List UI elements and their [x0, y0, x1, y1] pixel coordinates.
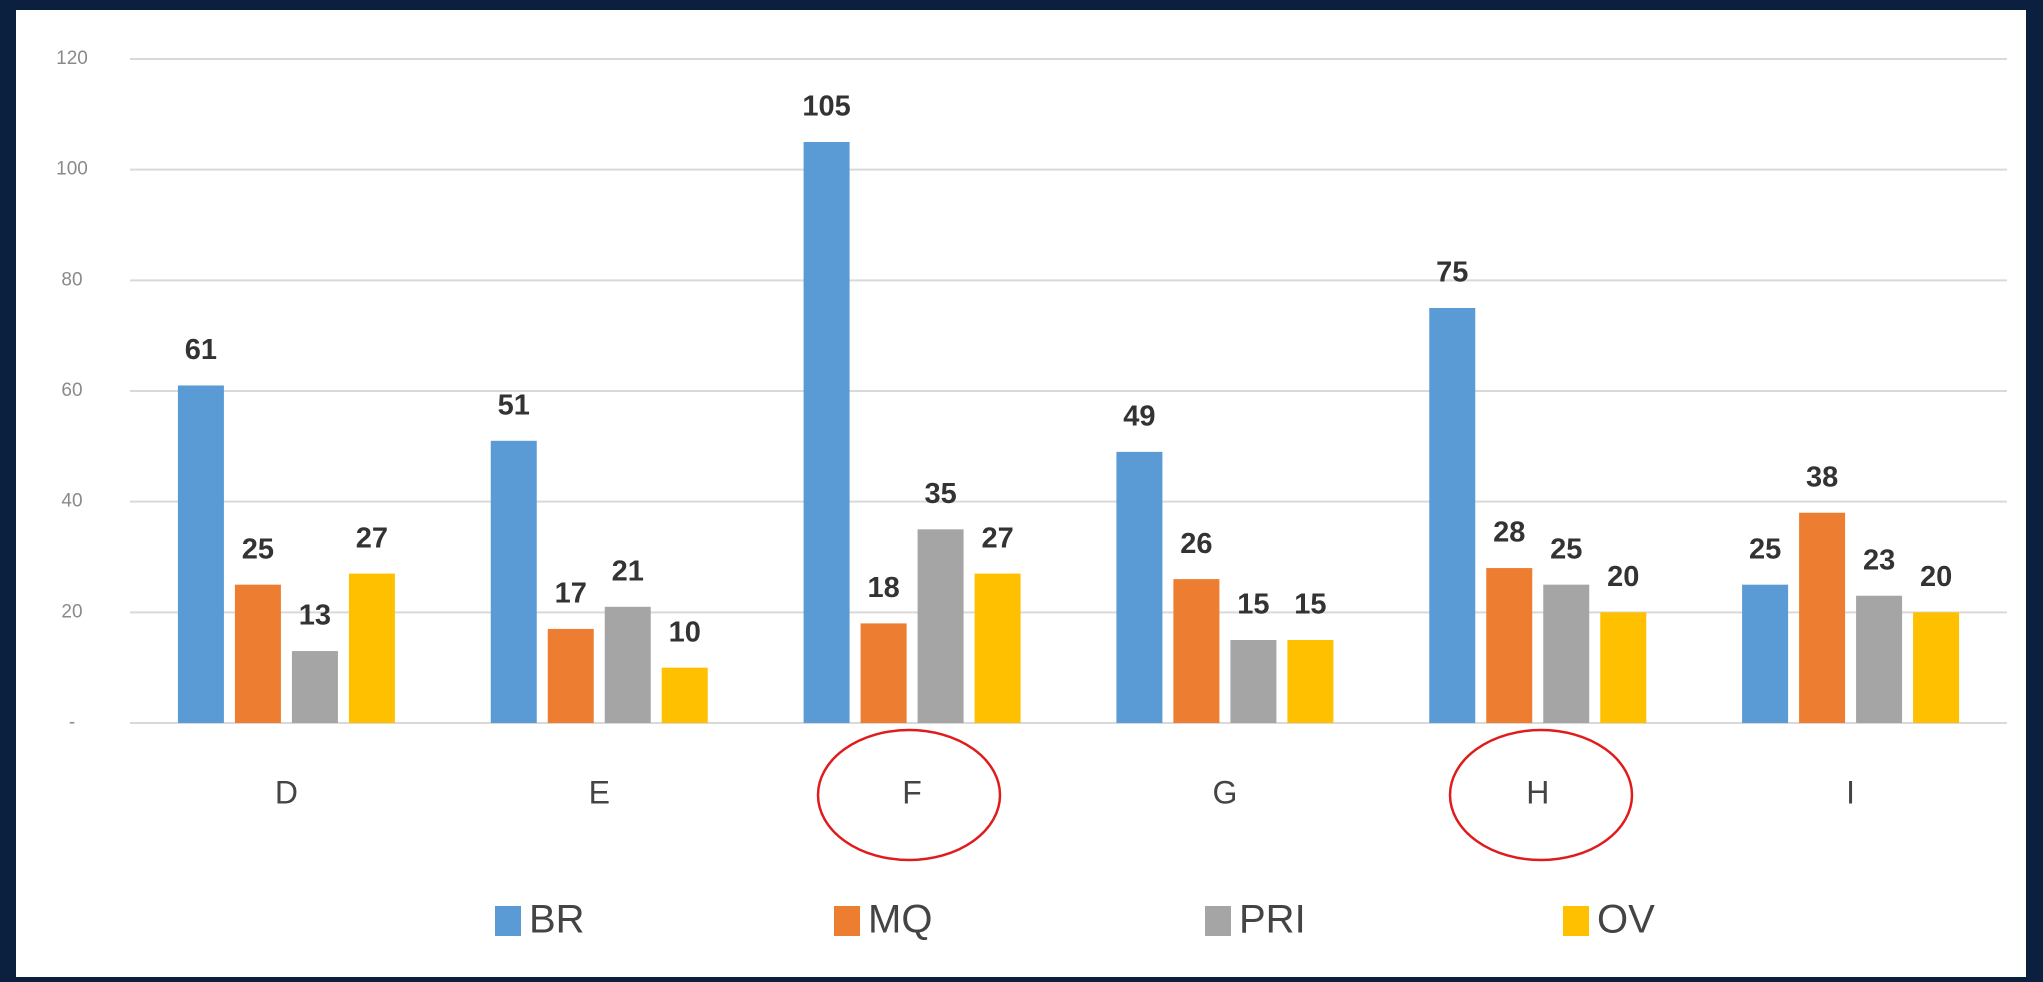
y-tick-label: 100: [56, 159, 88, 180]
x-tick-label: D: [275, 774, 298, 810]
data-label: 15: [1294, 589, 1326, 621]
bar: [490, 440, 537, 723]
bar: [974, 573, 1021, 723]
bar: [1486, 568, 1533, 723]
data-label: 51: [498, 389, 530, 421]
legend-label: OV: [1597, 898, 1655, 942]
x-tick-label: I: [1846, 774, 1855, 810]
data-label: 61: [185, 334, 217, 366]
legend-swatch: [1563, 906, 1589, 936]
highlight-circle: [816, 728, 1002, 862]
legend-label: BR: [529, 898, 585, 942]
bar: [1287, 640, 1334, 723]
data-label: 20: [1920, 561, 1952, 593]
x-tick-label: H: [1526, 774, 1549, 810]
data-label: 25: [1749, 533, 1781, 565]
highlight-circle: [1448, 728, 1634, 862]
data-label: 27: [356, 522, 388, 554]
bar: [1856, 595, 1903, 723]
y-tick-label: 80: [61, 269, 82, 290]
data-label: 17: [555, 578, 587, 610]
bar: [1543, 584, 1590, 723]
plot-background: [16, 10, 2026, 977]
bar: [348, 573, 395, 723]
bar: [177, 385, 224, 723]
bar: [291, 651, 338, 723]
y-tick-label: 40: [61, 491, 82, 512]
data-label: 28: [1493, 517, 1525, 549]
data-label: 23: [1863, 544, 1895, 576]
bar: [917, 529, 964, 723]
data-label: 20: [1607, 561, 1639, 593]
bar: [1173, 579, 1220, 723]
data-label: 25: [242, 533, 274, 565]
bar: [547, 628, 594, 723]
data-label: 26: [1180, 528, 1212, 560]
legend-label: MQ: [868, 898, 932, 942]
marks: - 20 40 60 80 100 120 D 61 25 13 27 E 51 17 21 10 F 105 18 3…: [56, 48, 2007, 942]
data-label: 13: [299, 600, 331, 632]
data-label: 25: [1550, 533, 1582, 565]
bar: [1600, 612, 1647, 723]
data-label: 27: [981, 522, 1013, 554]
data-label: 38: [1806, 461, 1838, 493]
bar: [1799, 512, 1846, 723]
bar: [1116, 451, 1163, 723]
data-label: 10: [669, 616, 701, 648]
y-tick-label: 20: [61, 601, 82, 622]
data-label: 35: [924, 478, 956, 510]
bar: [234, 584, 281, 723]
bar: [661, 667, 708, 723]
bar: [1429, 308, 1476, 723]
data-label: 15: [1237, 589, 1269, 621]
data-label: 105: [802, 91, 850, 123]
bar: [1913, 612, 1960, 723]
legend-swatch: [834, 906, 860, 936]
x-tick-label: E: [589, 774, 610, 810]
bar: [1742, 584, 1789, 723]
bar: [803, 142, 850, 723]
x-tick-label: G: [1212, 774, 1237, 810]
y-tick-label: -: [69, 712, 75, 733]
data-label: 75: [1436, 257, 1468, 289]
data-label: 49: [1123, 401, 1155, 433]
data-label: 21: [612, 555, 644, 587]
y-tick-label: 120: [56, 48, 88, 69]
legend-swatch: [1205, 906, 1231, 936]
data-label: 18: [867, 572, 899, 604]
x-tick-label: F: [902, 774, 922, 810]
bar: [1230, 640, 1277, 723]
bar: [604, 606, 651, 723]
bar: [860, 623, 907, 723]
legend-swatch: [495, 906, 521, 936]
y-tick-label: 60: [61, 380, 82, 401]
legend-label: PRI: [1239, 898, 1306, 942]
